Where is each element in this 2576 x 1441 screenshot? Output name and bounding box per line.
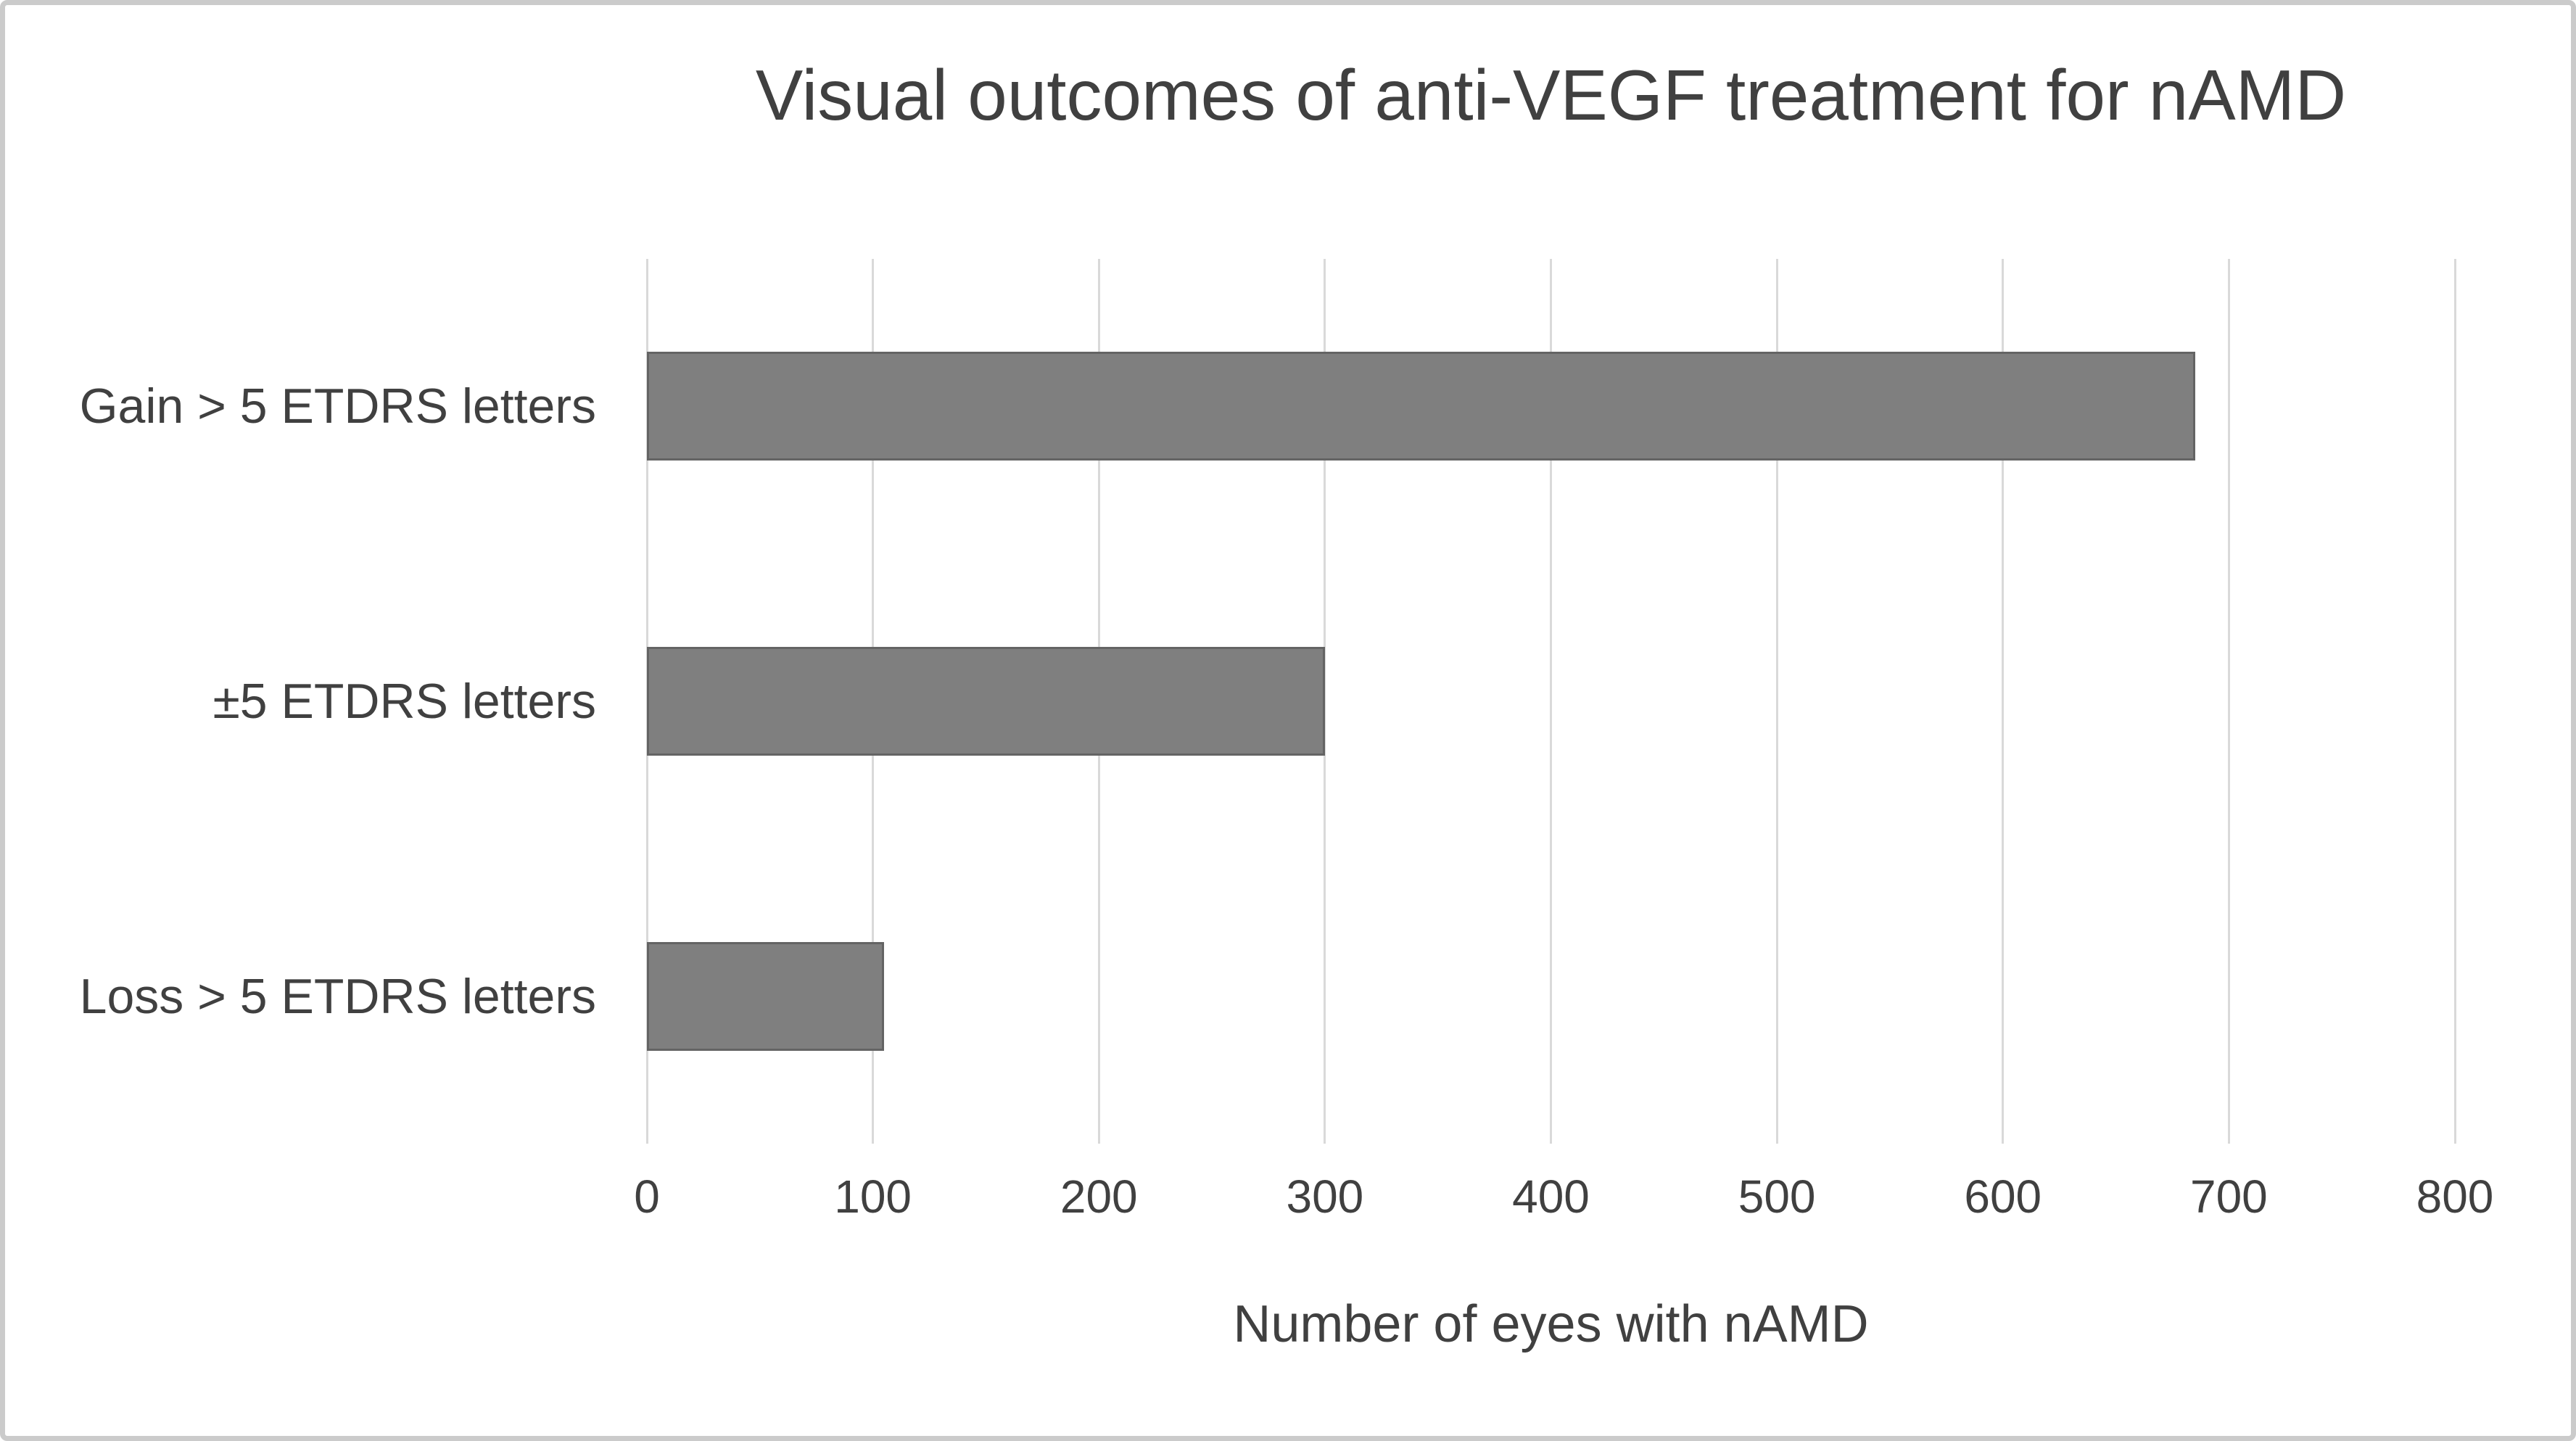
x-tick-label-300: 300 <box>1286 1170 1364 1223</box>
x-axis-title: Number of eyes with nAMD <box>1233 1295 1869 1353</box>
gridline-x-300 <box>1324 259 1326 1144</box>
x-tick-label-400: 400 <box>1512 1170 1590 1223</box>
gridline-x-600 <box>2002 259 2005 1144</box>
x-tick-label-700: 700 <box>2189 1170 2268 1223</box>
bar-2 <box>647 941 885 1051</box>
x-tick-label-800: 800 <box>2416 1170 2494 1223</box>
gridline-x-500 <box>1775 259 1778 1144</box>
bar-1 <box>647 647 1325 756</box>
x-tick-label-0: 0 <box>634 1170 660 1223</box>
x-tick-label-500: 500 <box>1738 1170 1816 1223</box>
category-label-0: Gain > 5 ETDRS letters <box>79 379 596 434</box>
x-tick-label-200: 200 <box>1060 1170 1138 1223</box>
category-label-2: Loss > 5 ETDRS letters <box>79 968 596 1024</box>
x-tick-label-100: 100 <box>834 1170 912 1223</box>
chart-title: Visual outcomes of anti-VEGF treatment f… <box>755 55 2347 135</box>
gridline-x-400 <box>1550 259 1552 1144</box>
bar-0 <box>647 352 2195 461</box>
gridline-x-800 <box>2453 259 2456 1144</box>
gridline-x-700 <box>2227 259 2230 1144</box>
category-label-1: ±5 ETDRS letters <box>212 674 596 729</box>
x-tick-label-600: 600 <box>1964 1170 2042 1223</box>
